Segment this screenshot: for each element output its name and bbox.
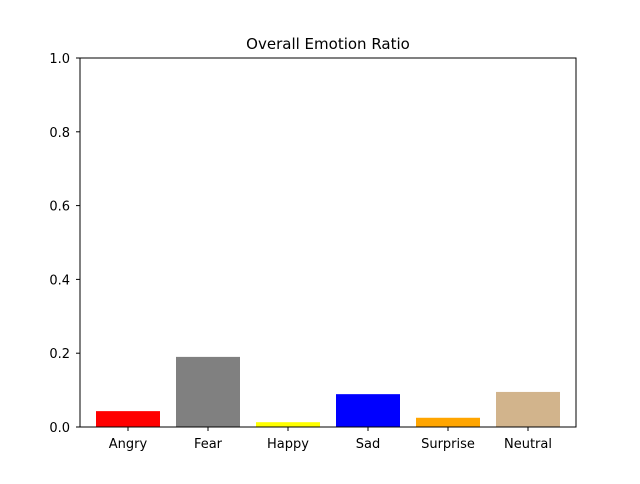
bar-angry (96, 411, 160, 427)
y-tick-label: 0.4 (49, 273, 70, 288)
y-tick-label: 1.0 (49, 52, 70, 67)
x-tick-label-sad: Sad (356, 437, 380, 452)
bar-sad (336, 394, 400, 427)
bar-neutral (496, 391, 560, 427)
bar-fear (176, 356, 240, 427)
x-axis: Angry Fear Happy Sad Surprise Neutral (109, 427, 552, 452)
bars-layer (96, 356, 560, 427)
bar-happy (256, 422, 320, 427)
y-tick-label: 0.6 (49, 200, 70, 215)
x-tick-label-angry: Angry (109, 437, 148, 452)
x-tick-label-neutral: Neutral (504, 437, 552, 452)
x-tick-label-fear: Fear (194, 437, 223, 452)
x-tick-label-happy: Happy (267, 437, 309, 452)
chart-title: Overall Emotion Ratio (246, 35, 410, 53)
plot-frame (79, 57, 577, 428)
y-axis: 0.0 0.2 0.4 0.6 0.8 1.0 (49, 52, 80, 436)
y-tick-label: 0.8 (49, 126, 70, 141)
y-tick-label: 0.2 (49, 347, 70, 362)
y-tick-label: 0.0 (49, 421, 70, 436)
bar-surprise (416, 417, 480, 427)
x-tick-label-surprise: Surprise (421, 437, 475, 452)
